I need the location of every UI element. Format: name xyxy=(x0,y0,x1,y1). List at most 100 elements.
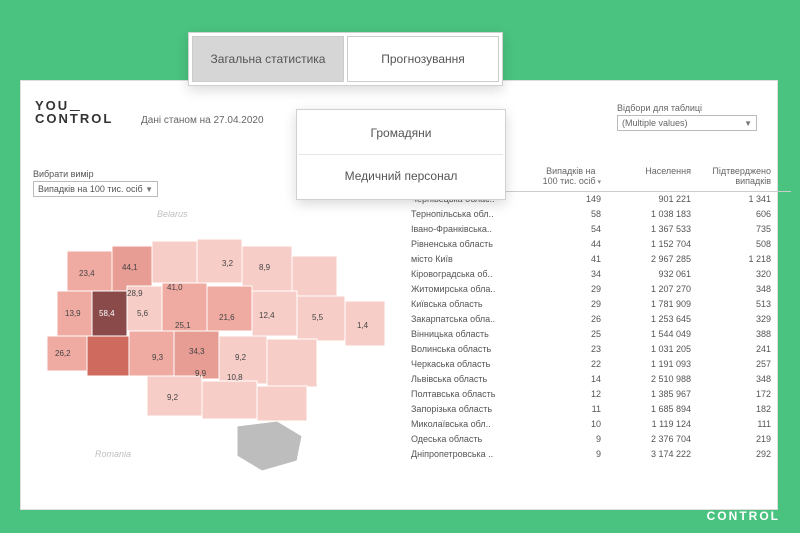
cell-confirmed: 320 xyxy=(691,269,771,279)
th-population[interactable]: Населення xyxy=(601,167,691,187)
cell-confirmed: 1 341 xyxy=(691,194,771,204)
submenu-medstaff[interactable]: Медичний персонал xyxy=(299,155,503,197)
cell-per100k: 34 xyxy=(531,269,601,279)
cell-pop: 1 152 704 xyxy=(601,239,691,249)
table-filter: Відбори для таблиці (Multiple values) ▼ xyxy=(617,103,757,131)
cell-confirmed: 329 xyxy=(691,314,771,324)
cell-region: Львівська область xyxy=(411,374,531,384)
table-row[interactable]: Волинська область231 031 205241 xyxy=(411,342,791,357)
cell-per100k: 54 xyxy=(531,224,601,234)
table-row[interactable]: Київська область291 781 909513 xyxy=(411,297,791,312)
cell-region: Волинська область xyxy=(411,344,531,354)
tab-general[interactable]: Загальна статистика xyxy=(192,36,344,82)
data-table: Випадків на 100 тис. осіб ▾ Населення Пі… xyxy=(411,167,791,507)
cell-confirmed: 292 xyxy=(691,449,771,459)
cell-pop: 1 038 183 xyxy=(601,209,691,219)
cell-per100k: 26 xyxy=(531,314,601,324)
cell-confirmed: 172 xyxy=(691,389,771,399)
table-row[interactable]: Закарпатська обла..261 253 645329 xyxy=(411,312,791,327)
cell-per100k: 29 xyxy=(531,284,601,294)
cell-region: Полтавська область xyxy=(411,389,531,399)
cell-pop: 1 385 967 xyxy=(601,389,691,399)
cell-pop: 1 191 093 xyxy=(601,359,691,369)
cell-confirmed: 1 218 xyxy=(691,254,771,264)
cell-pop: 1 207 270 xyxy=(601,284,691,294)
table-row[interactable]: Дніпропетровська ..93 174 222292 xyxy=(411,447,791,462)
measure-label: Вибрати вимір xyxy=(33,169,158,179)
cell-pop: 901 221 xyxy=(601,194,691,204)
cell-confirmed: 241 xyxy=(691,344,771,354)
table-row[interactable]: Рівненська область441 152 704508 xyxy=(411,237,791,252)
cell-region: Житомирська обла.. xyxy=(411,284,531,294)
filter-select[interactable]: (Multiple values) ▼ xyxy=(617,115,757,131)
cell-per100k: 41 xyxy=(531,254,601,264)
cell-region: Черкаська область xyxy=(411,359,531,369)
cell-per100k: 25 xyxy=(531,329,601,339)
cell-per100k: 12 xyxy=(531,389,601,399)
cell-region: Тернопільська обл.. xyxy=(411,209,531,219)
cell-confirmed: 513 xyxy=(691,299,771,309)
submenu-citizens[interactable]: Громадяни xyxy=(299,112,503,155)
th-confirmed[interactable]: Підтверджено випадків xyxy=(691,167,771,187)
cell-per100k: 9 xyxy=(531,434,601,444)
cell-region: місто Київ xyxy=(411,254,531,264)
cell-per100k: 44 xyxy=(531,239,601,249)
cell-confirmed: 735 xyxy=(691,224,771,234)
table-row[interactable]: Одеська область92 376 704219 xyxy=(411,432,791,447)
cell-pop: 2 967 285 xyxy=(601,254,691,264)
table-row[interactable]: Кіровоградська об..34932 061320 xyxy=(411,267,791,282)
cell-confirmed: 219 xyxy=(691,434,771,444)
table-row[interactable]: Вінницька область251 544 049388 xyxy=(411,327,791,342)
table-row[interactable]: місто Київ412 967 2851 218 xyxy=(411,252,791,267)
cell-region: Дніпропетровська .. xyxy=(411,449,531,459)
cell-per100k: 58 xyxy=(531,209,601,219)
th-cases-per-100k[interactable]: Випадків на 100 тис. осіб ▾ xyxy=(531,167,601,187)
table-row[interactable]: Черкаська область221 191 093257 xyxy=(411,357,791,372)
chevron-down-icon: ▼ xyxy=(744,119,752,128)
cell-pop: 1 253 645 xyxy=(601,314,691,324)
logo-line2: CONTROL xyxy=(35,112,113,125)
map-label-romania: Romania xyxy=(95,449,131,459)
table-row[interactable]: Житомирська обла..291 207 270348 xyxy=(411,282,791,297)
cell-per100k: 10 xyxy=(531,419,601,429)
map-svg xyxy=(27,191,402,491)
table-row[interactable]: Полтавська область121 385 967172 xyxy=(411,387,791,402)
cell-per100k: 23 xyxy=(531,344,601,354)
table-row[interactable]: Львівська область142 510 988348 xyxy=(411,372,791,387)
tab-forecast[interactable]: Прогнозування xyxy=(347,36,499,82)
cell-region: Запорізька область xyxy=(411,404,531,414)
logo: YOU CONTROL xyxy=(35,99,113,125)
date-note: Дані станом на 27.04.2020 xyxy=(141,115,264,126)
cell-per100k: 14 xyxy=(531,374,601,384)
filter-label: Відбори для таблиці xyxy=(617,103,757,113)
cell-pop: 1 781 909 xyxy=(601,299,691,309)
cell-region: Київська область xyxy=(411,299,531,309)
choropleth-map[interactable]: Belarus Romania xyxy=(27,191,402,491)
cell-confirmed: 348 xyxy=(691,374,771,384)
cell-region: Рівненська область xyxy=(411,239,531,249)
cell-region: Вінницька область xyxy=(411,329,531,339)
cell-pop: 1 367 533 xyxy=(601,224,691,234)
table-row[interactable]: Івано-Франківська..541 367 533735 xyxy=(411,222,791,237)
table-row[interactable]: Миколаївська обл..101 119 124111 xyxy=(411,417,791,432)
cell-region: Миколаївська обл.. xyxy=(411,419,531,429)
filter-value: (Multiple values) xyxy=(622,118,688,128)
cell-pop: 1 544 049 xyxy=(601,329,691,339)
cell-pop: 1 119 124 xyxy=(601,419,691,429)
cell-region: Івано-Франківська.. xyxy=(411,224,531,234)
cell-confirmed: 388 xyxy=(691,329,771,339)
cell-per100k: 22 xyxy=(531,359,601,369)
cell-per100k: 29 xyxy=(531,299,601,309)
cell-region: Кіровоградська об.. xyxy=(411,269,531,279)
table-row[interactable]: Запорізька область111 685 894182 xyxy=(411,402,791,417)
tab-bar: Загальна статистика Прогнозування xyxy=(188,32,503,86)
submenu: Громадяни Медичний персонал xyxy=(296,109,506,200)
cell-per100k: 149 xyxy=(531,194,601,204)
brand-watermark: YOU CONTROL xyxy=(707,498,780,523)
cell-confirmed: 508 xyxy=(691,239,771,249)
table-row[interactable]: Тернопільська обл..581 038 183606 xyxy=(411,207,791,222)
cell-pop: 3 174 222 xyxy=(601,449,691,459)
cell-region: Одеська область xyxy=(411,434,531,444)
cell-confirmed: 257 xyxy=(691,359,771,369)
cell-pop: 2 510 988 xyxy=(601,374,691,384)
